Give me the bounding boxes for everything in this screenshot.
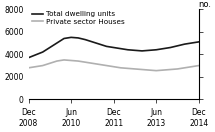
Legend: Total dwelling units, Private sector Houses: Total dwelling units, Private sector Hou… <box>32 11 125 25</box>
Private sector Houses <box>63 59 65 61</box>
Private sector Houses <box>49 63 51 64</box>
Private sector Houses <box>155 70 158 71</box>
Private sector Houses <box>120 67 122 69</box>
Total dwelling units <box>120 48 122 50</box>
Private sector Houses <box>91 63 94 64</box>
Total dwelling units <box>91 41 94 43</box>
Private sector Houses <box>134 68 136 70</box>
Private sector Houses <box>27 67 30 69</box>
Private sector Houses <box>127 68 129 69</box>
Private sector Houses <box>105 65 108 66</box>
Total dwelling units <box>190 42 193 44</box>
Total dwelling units <box>56 42 58 44</box>
Total dwelling units <box>141 50 143 52</box>
Total dwelling units <box>112 47 115 48</box>
Y-axis label: no.: no. <box>198 0 211 9</box>
Total dwelling units <box>41 51 44 53</box>
Private sector Houses <box>198 65 200 66</box>
Private sector Houses <box>176 68 179 70</box>
Private sector Houses <box>84 61 87 63</box>
Line: Private sector Houses: Private sector Houses <box>29 60 199 71</box>
Total dwelling units <box>77 37 80 39</box>
Total dwelling units <box>63 38 65 39</box>
Private sector Houses <box>183 67 186 69</box>
Private sector Houses <box>190 66 193 67</box>
Total dwelling units <box>98 43 101 45</box>
Total dwelling units <box>148 50 150 51</box>
Private sector Houses <box>148 69 150 71</box>
Private sector Houses <box>34 66 37 67</box>
Total dwelling units <box>169 47 172 48</box>
Total dwelling units <box>70 37 72 38</box>
Total dwelling units <box>127 49 129 51</box>
Total dwelling units <box>49 47 51 48</box>
Private sector Houses <box>41 65 44 66</box>
Private sector Houses <box>112 66 115 67</box>
Total dwelling units <box>27 57 30 58</box>
Total dwelling units <box>176 45 179 47</box>
Private sector Houses <box>56 60 58 62</box>
Private sector Houses <box>162 69 165 71</box>
Total dwelling units <box>134 50 136 51</box>
Total dwelling units <box>162 48 165 50</box>
Private sector Houses <box>70 60 72 61</box>
Total dwelling units <box>84 39 87 40</box>
Total dwelling units <box>105 46 108 47</box>
Line: Total dwelling units: Total dwelling units <box>29 37 199 58</box>
Private sector Houses <box>169 69 172 70</box>
Total dwelling units <box>183 43 186 45</box>
Total dwelling units <box>155 49 158 51</box>
Private sector Houses <box>98 64 101 65</box>
Private sector Houses <box>141 69 143 70</box>
Total dwelling units <box>198 41 200 43</box>
Private sector Houses <box>77 60 80 62</box>
Total dwelling units <box>34 54 37 56</box>
